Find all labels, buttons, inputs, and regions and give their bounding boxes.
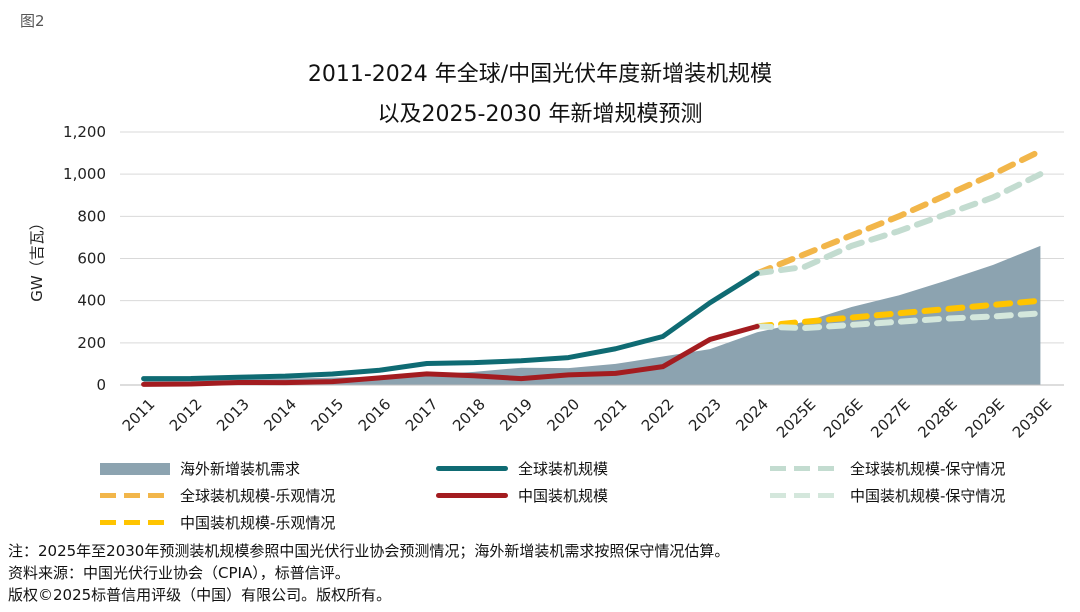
figure-label: 图2: [20, 12, 45, 30]
x-tick-label: 2027E: [867, 395, 913, 441]
y-tick-label: 800: [77, 207, 106, 225]
legend-item-global: 全球装机规模: [436, 458, 608, 479]
series-line: [754, 171, 1044, 277]
x-tick-label: 2019: [496, 395, 536, 435]
legend-swatch-global-conservative: [770, 466, 840, 471]
legend-item-china-conservative: 中国装机规模-保守情况: [770, 485, 1005, 506]
legend-swatch-global: [436, 466, 508, 471]
legend-item-global-optimistic: 全球装机规模-乐观情况: [100, 485, 335, 506]
legend-swatch-china-optimistic: [100, 520, 170, 525]
series-line: [141, 270, 760, 382]
legend-swatch-global-optimistic: [100, 493, 170, 498]
legend-label-global-optimistic: 全球装机规模-乐观情况: [180, 487, 336, 505]
chart-title-line1: 2011-2024 年全球/中国光伏年度新增装机规模: [307, 62, 773, 87]
legend-label-china-optimistic: 中国装机规模-乐观情况: [180, 514, 336, 532]
x-tick-label: 2016: [355, 395, 395, 435]
chart-notes: 注：2025年至2030年预测装机规模参照中国光伏行业协会预测情况；海外新增装机…: [8, 540, 729, 606]
legend-label-global-conservative: 全球装机规模-保守情况: [850, 460, 1006, 478]
x-tick-label: 2028E: [914, 395, 960, 441]
x-tick-label: 2023: [685, 395, 725, 435]
x-tick-label: 2018: [449, 395, 489, 435]
x-tick-label: 2020: [543, 395, 583, 435]
x-tick-label: 2029E: [962, 395, 1008, 441]
y-tick-label: 1,200: [63, 123, 106, 141]
x-tick-label: 2012: [166, 395, 206, 435]
y-tick-label: 1,000: [63, 165, 106, 183]
series-line: [754, 310, 1044, 332]
chart-title-line2: 以及2025-2030 年新增规模预测: [377, 102, 703, 127]
legend-item-overseas: 海外新增装机需求: [100, 458, 300, 479]
y-tick-label: 600: [77, 250, 106, 268]
y-tick-label: 400: [77, 292, 106, 310]
y-tick-label: 0: [96, 376, 106, 394]
legend-label-china: 中国装机规模: [518, 487, 609, 505]
y-axis-label: GW（吉瓦）: [28, 215, 46, 301]
x-tick-label: 2011: [119, 395, 159, 435]
legend-swatch-china: [436, 493, 508, 498]
x-tick-label: 2024: [732, 395, 772, 435]
x-tick-label: 2013: [213, 395, 253, 435]
x-tick-label: 2025E: [773, 395, 819, 441]
legend-item-china-optimistic: 中国装机规模-乐观情况: [100, 512, 335, 533]
x-tick-label: 2021: [591, 395, 631, 435]
x-tick-label: 2017: [402, 395, 442, 435]
source-text: 资料来源：中国光伏行业协会（CPIA），标普信评。: [8, 564, 350, 582]
legend-label-overseas: 海外新增装机需求: [180, 460, 301, 478]
legend-label-china-conservative: 中国装机规模-保守情况: [850, 487, 1006, 505]
x-tick-label: 2030E: [1009, 395, 1055, 441]
series-line: [754, 297, 1044, 330]
legend-label-global: 全球装机规模: [518, 460, 609, 478]
legend-item-china: 中国装机规模: [436, 485, 608, 506]
legend-swatch-overseas: [100, 462, 170, 475]
x-tick-label: 2022: [638, 395, 678, 435]
legend-swatch-china-conservative: [770, 493, 840, 498]
x-tick-label: 2015: [307, 395, 347, 435]
note-text: 注：2025年至2030年预测装机规模参照中国光伏行业协会预测情况；海外新增装机…: [8, 542, 730, 560]
series-line: [754, 147, 1044, 277]
area-overseas-demand: [143, 245, 1041, 385]
y-tick-label: 200: [77, 334, 106, 352]
series-line: [141, 323, 760, 387]
x-tick-label: 2014: [260, 395, 300, 435]
x-tick-label: 2026E: [820, 395, 866, 441]
legend-item-global-conservative: 全球装机规模-保守情况: [770, 458, 1005, 479]
copyright-text: 版权©2025标普信用评级（中国）有限公司。版权所有。: [8, 586, 392, 604]
